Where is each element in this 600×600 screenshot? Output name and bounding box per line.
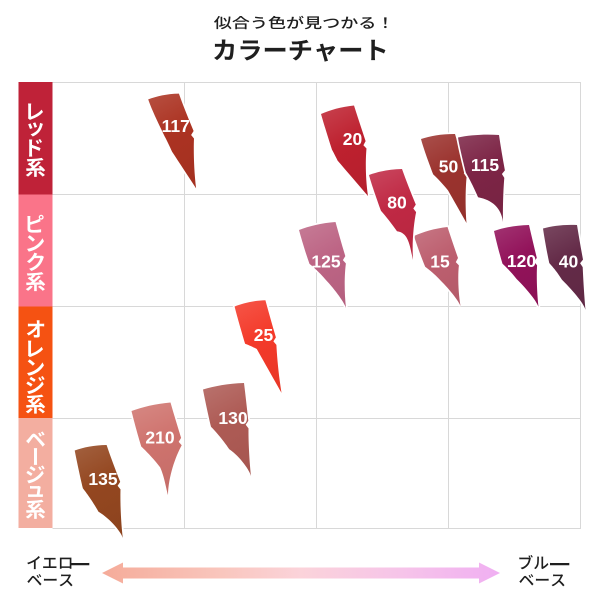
svg-text:40: 40	[559, 251, 579, 271]
svg-text:25: 25	[254, 325, 274, 345]
svg-text:20: 20	[343, 129, 363, 149]
svg-text:120: 120	[507, 251, 536, 271]
svg-text:125: 125	[311, 251, 340, 271]
svg-text:50: 50	[439, 156, 459, 176]
svg-text:117: 117	[162, 116, 190, 136]
svg-text:210: 210	[145, 427, 174, 447]
svg-text:80: 80	[387, 192, 407, 212]
svg-text:15: 15	[430, 251, 450, 271]
svg-text:135: 135	[88, 469, 117, 489]
svg-text:115: 115	[471, 155, 499, 175]
svg-text:130: 130	[218, 408, 247, 428]
